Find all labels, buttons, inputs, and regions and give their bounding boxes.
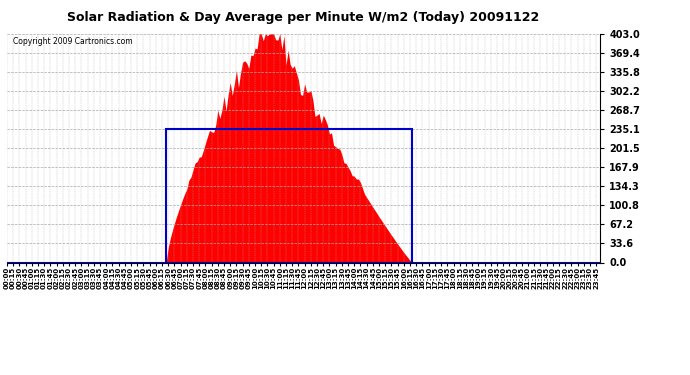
Text: Copyright 2009 Cartronics.com: Copyright 2009 Cartronics.com: [13, 37, 132, 46]
Text: Solar Radiation & Day Average per Minute W/m2 (Today) 20091122: Solar Radiation & Day Average per Minute…: [68, 11, 540, 24]
Bar: [166, 129, 412, 262]
